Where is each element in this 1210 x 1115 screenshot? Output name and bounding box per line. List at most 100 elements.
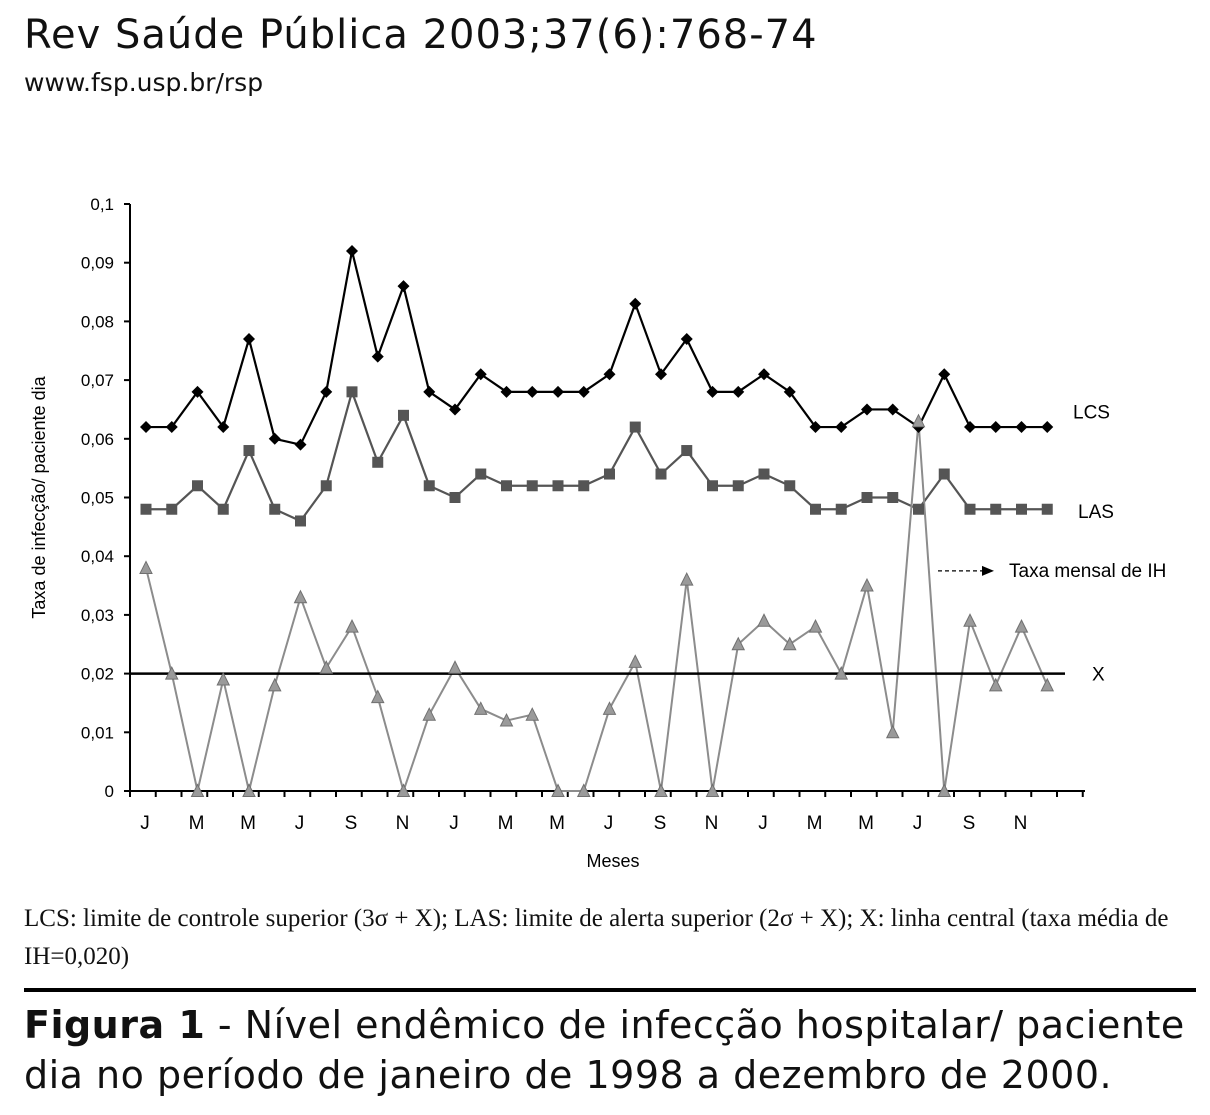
point-las [501, 480, 512, 492]
point-lcs [1015, 421, 1028, 434]
point-lcs [758, 368, 770, 381]
point-ih [319, 660, 334, 674]
chart-axes [124, 203, 1085, 797]
point-las [707, 480, 718, 492]
point-lcs [861, 403, 873, 416]
x-tick-label: J [295, 813, 305, 834]
x-tick-label: N [705, 813, 719, 834]
point-ih [525, 707, 540, 721]
point-lcs [552, 385, 564, 398]
point-ih [988, 677, 1003, 692]
series-label-las: LAS [1078, 502, 1114, 523]
point-las [913, 503, 924, 515]
point-las [810, 503, 821, 515]
point-lcs [964, 421, 976, 434]
point-las [732, 480, 744, 492]
point-lcs [140, 421, 152, 434]
x-axis-title: Meses [586, 851, 639, 871]
point-las [681, 445, 693, 457]
point-ih [242, 783, 256, 797]
line-chart: 0 0,01 0,02 0,03 0,04 0,05 0,06 0,07 0,08 0,09 0,1… [29, 195, 1166, 871]
legend-arrow-head [982, 565, 994, 576]
series-label-x: X [1092, 665, 1105, 686]
series-line-diamond [146, 250, 1048, 446]
point-las [166, 503, 178, 515]
point-lcs [268, 432, 281, 445]
point-lcs [320, 385, 333, 398]
point-lcs [423, 385, 436, 398]
journal-url: www.fsp.usp.br/rsp [24, 68, 264, 97]
point-las [1041, 503, 1053, 515]
point-ih [705, 783, 720, 797]
point-lcs [191, 385, 204, 398]
point-lcs [835, 421, 848, 434]
y-tick-label: 0,08 [81, 312, 114, 331]
point-ih [808, 619, 823, 633]
point-lcs [346, 244, 358, 257]
point-lcs [938, 368, 951, 381]
point-las [526, 480, 538, 492]
point-ih [139, 560, 153, 574]
figure-caption: Figura 1 - Nível endêmico de infecção ho… [24, 1000, 1199, 1100]
point-lcs [371, 350, 384, 363]
point-lcs [886, 403, 899, 416]
point-ih [345, 619, 359, 633]
series-label-ih: Taxa mensal de IH [1009, 561, 1166, 582]
point-las [295, 515, 306, 527]
point-lcs [397, 280, 410, 293]
x-tick-label: S [345, 813, 358, 834]
point-ih [370, 689, 385, 704]
x-tick-label: M [549, 813, 565, 834]
point-ih [551, 783, 565, 797]
point-las [964, 503, 976, 515]
point-lcs [732, 385, 745, 398]
point-ih [602, 701, 617, 715]
point-las [346, 386, 358, 398]
x-tick-label: J [604, 813, 614, 834]
point-lcs [577, 385, 590, 398]
point-las [243, 445, 255, 457]
point-las [784, 480, 796, 492]
point-lcs [680, 333, 693, 346]
point-lcs [603, 368, 616, 381]
point-lcs [165, 421, 178, 434]
point-las [423, 480, 435, 492]
x-tick-label: J [758, 813, 768, 834]
point-ih [679, 572, 694, 586]
point-las [990, 503, 1002, 515]
point-las [887, 492, 899, 503]
point-lcs [783, 385, 796, 398]
y-tick-label: 0,03 [81, 606, 114, 625]
x-tick-label: M [807, 813, 823, 834]
x-tick-label: M [498, 813, 514, 834]
y-tick-label: 0,02 [81, 665, 114, 684]
point-ih [911, 413, 926, 428]
point-lcs [629, 297, 642, 310]
point-ih [654, 783, 668, 797]
x-tick-label: M [858, 813, 874, 834]
point-lcs [294, 438, 307, 451]
point-las [552, 480, 564, 492]
x-tick-label: N [396, 813, 410, 834]
point-lcs [243, 333, 255, 346]
point-lcs [526, 385, 539, 398]
point-las [320, 480, 332, 492]
y-axis-title: Taxa de infecção/ paciente dia [29, 375, 49, 618]
point-las [269, 503, 281, 515]
point-ih [448, 660, 462, 674]
point-ih [499, 712, 514, 727]
point-las [604, 468, 615, 480]
y-tick-label: 0 [105, 782, 114, 801]
caption-divider [24, 988, 1196, 992]
point-ih [293, 589, 308, 604]
chart-markers [139, 244, 1055, 797]
point-las [217, 503, 229, 515]
x-tick-label: J [140, 813, 150, 834]
chart-labels: 0 0,01 0,02 0,03 0,04 0,05 0,06 0,07 0,08 0,09 0,1… [29, 195, 1166, 871]
y-tick-label: 0,01 [81, 723, 114, 742]
point-las [192, 480, 203, 492]
figure-label: Figura 1 [24, 1003, 206, 1047]
y-tick-label: 0,05 [81, 489, 114, 508]
legend-caption: LCS: limite de controle superior (3σ + X… [24, 905, 1169, 970]
point-las [655, 468, 667, 480]
